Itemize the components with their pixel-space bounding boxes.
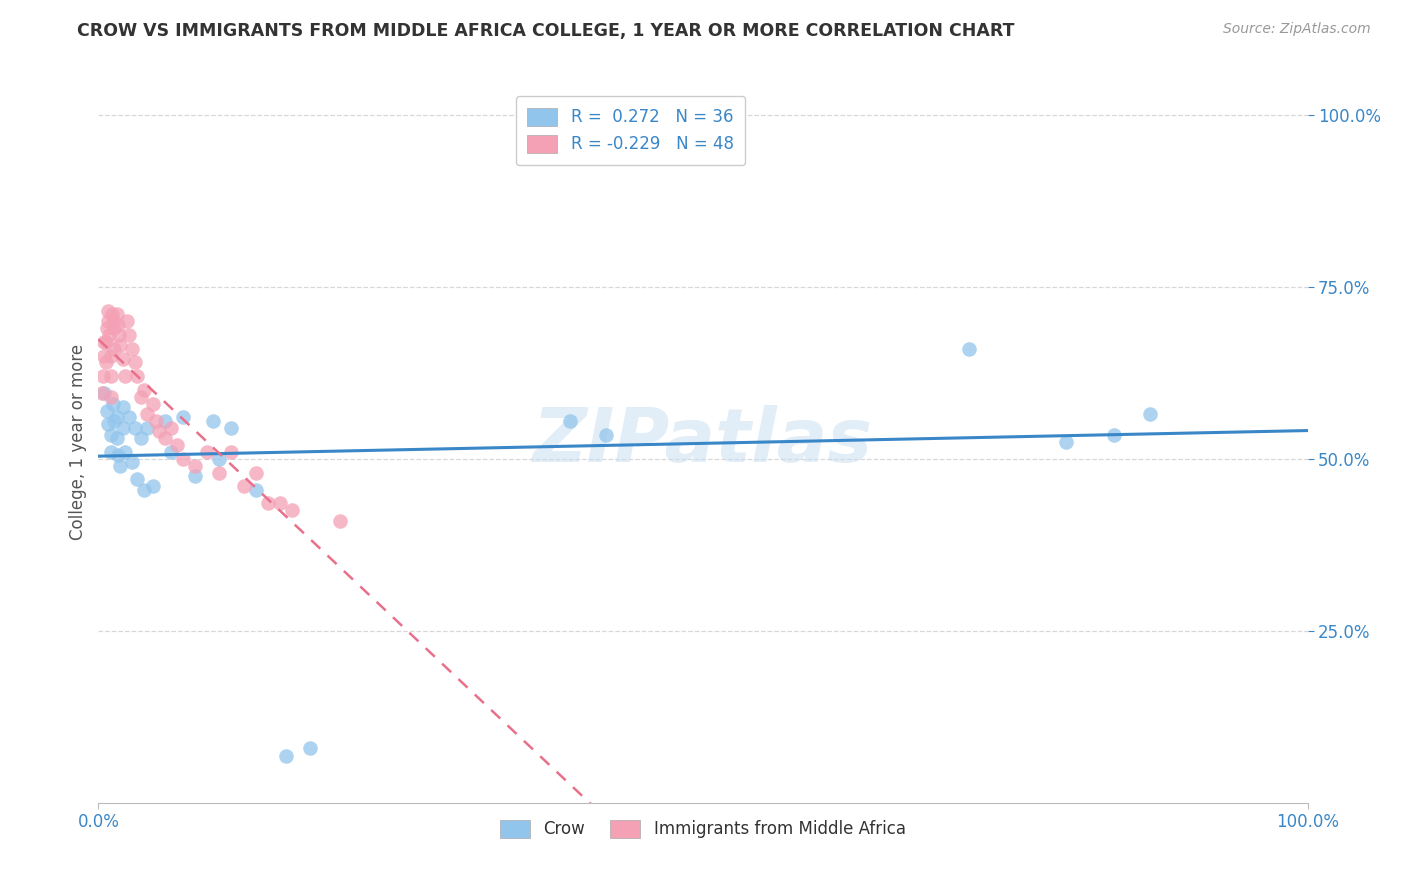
Point	[94, 355, 117, 369]
Point	[97, 314, 120, 328]
Point	[245, 483, 267, 497]
Text: ZIPatlas: ZIPatlas	[533, 405, 873, 478]
Point	[245, 466, 267, 480]
Point	[100, 390, 122, 404]
Point	[148, 424, 170, 438]
Point	[135, 407, 157, 421]
Legend: Crow, Immigrants from Middle Africa: Crow, Immigrants from Middle Africa	[494, 813, 912, 845]
Point	[281, 503, 304, 517]
Point	[221, 445, 243, 459]
Point	[108, 458, 131, 473]
Point	[105, 410, 128, 425]
Point	[184, 458, 207, 473]
Point	[91, 386, 114, 401]
Text: CROW VS IMMIGRANTS FROM MIDDLE AFRICA COLLEGE, 1 YEAR OR MORE CORRELATION CHART: CROW VS IMMIGRANTS FROM MIDDLE AFRICA CO…	[77, 22, 1015, 40]
Point	[1054, 434, 1077, 449]
Point	[142, 479, 165, 493]
Point	[127, 369, 149, 384]
Point	[957, 342, 980, 356]
Point	[232, 479, 254, 493]
Point	[97, 303, 120, 318]
Point	[118, 327, 141, 342]
Point	[129, 390, 152, 404]
Point	[114, 445, 136, 459]
Point	[114, 369, 136, 384]
Point	[93, 386, 115, 401]
Y-axis label: College, 1 year or more: College, 1 year or more	[69, 343, 87, 540]
Point	[100, 369, 122, 384]
Point	[153, 414, 176, 428]
Point	[98, 327, 121, 342]
Point	[595, 427, 617, 442]
Point	[117, 314, 139, 328]
Point	[274, 749, 297, 764]
Point	[145, 414, 167, 428]
Point	[121, 342, 143, 356]
Point	[100, 427, 122, 442]
Point	[96, 403, 118, 417]
Point	[105, 431, 128, 445]
Point	[129, 431, 152, 445]
Point	[108, 327, 131, 342]
Point	[153, 431, 176, 445]
Point	[103, 321, 125, 335]
Point	[111, 351, 134, 366]
Point	[256, 496, 278, 510]
Point	[160, 421, 183, 435]
Point	[184, 469, 207, 483]
Point	[100, 445, 122, 459]
Point	[208, 451, 231, 466]
Point	[142, 397, 165, 411]
Point	[94, 334, 117, 349]
Point	[124, 355, 146, 369]
Point	[558, 414, 581, 428]
Point	[127, 472, 149, 486]
Point	[221, 421, 243, 435]
Point	[208, 466, 231, 480]
Point	[172, 410, 194, 425]
Point	[107, 318, 129, 332]
Point	[134, 383, 156, 397]
Point	[121, 455, 143, 469]
Point	[107, 448, 129, 462]
Point	[166, 438, 188, 452]
Text: Source: ZipAtlas.com: Source: ZipAtlas.com	[1223, 22, 1371, 37]
Point	[100, 349, 122, 363]
Point	[101, 314, 124, 328]
Point	[108, 338, 131, 352]
Point	[172, 451, 194, 466]
Point	[160, 445, 183, 459]
Point	[93, 334, 115, 349]
Point	[135, 421, 157, 435]
Point	[101, 397, 124, 411]
Point	[1102, 427, 1125, 442]
Point	[91, 369, 114, 384]
Point	[134, 483, 156, 497]
Point	[105, 307, 128, 321]
Point	[97, 417, 120, 432]
Point	[103, 414, 125, 428]
Point	[1139, 407, 1161, 421]
Point	[111, 421, 134, 435]
Point	[96, 321, 118, 335]
Point	[118, 410, 141, 425]
Point	[111, 400, 134, 414]
Point	[93, 349, 115, 363]
Point	[202, 414, 225, 428]
Point	[195, 445, 218, 459]
Point	[299, 740, 322, 755]
Point	[124, 421, 146, 435]
Point	[329, 514, 352, 528]
Point	[269, 496, 291, 510]
Point	[100, 307, 122, 321]
Point	[103, 342, 125, 356]
